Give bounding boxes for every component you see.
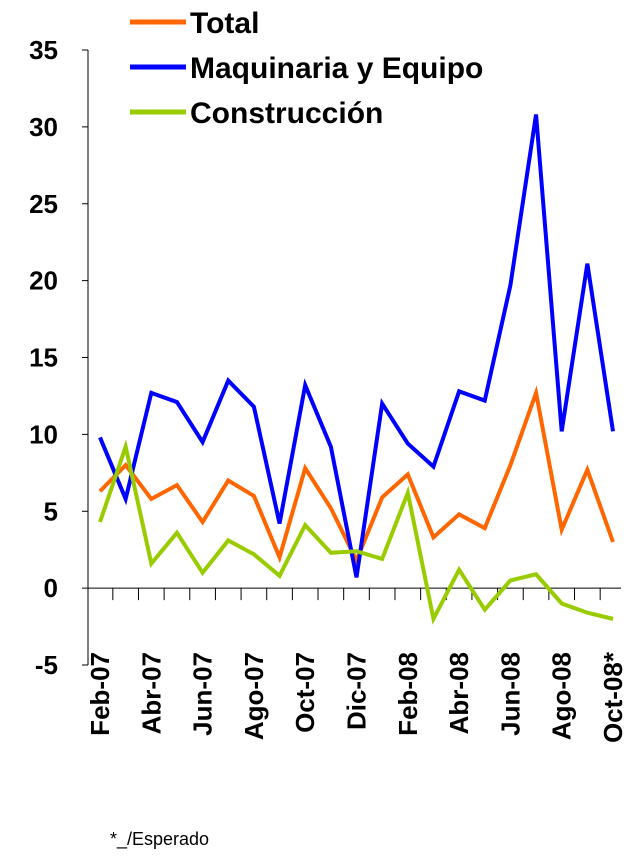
series-line: [98, 385, 615, 566]
x-tick-label: Jun-07: [188, 652, 218, 736]
footnote: *_/Esperado: [110, 829, 209, 850]
x-tick-label: Jun-08: [495, 652, 525, 736]
series-line: [98, 114, 615, 578]
x-tick-label: Ago-07: [239, 652, 269, 740]
y-tick-label: 30: [29, 112, 58, 142]
legend-label: Total: [190, 7, 259, 40]
legend-label: Maquinaria y Equipo: [190, 52, 483, 85]
x-tick-label: Oct-08*: [598, 651, 628, 743]
y-tick-label: 35: [29, 35, 58, 65]
y-tick-label: 20: [29, 266, 58, 296]
y-tick-label: 0: [44, 573, 58, 603]
x-tick-label: Ago-08: [547, 652, 577, 740]
x-tick-label: Dic-07: [342, 652, 372, 730]
x-tick-label: Feb-07: [85, 652, 115, 736]
x-tick-label: Feb-08: [393, 652, 423, 736]
x-tick-label: Oct-07: [290, 652, 320, 733]
y-tick-label: -5: [35, 650, 58, 680]
series-line: [98, 439, 614, 625]
x-tick-label: Abr-07: [136, 652, 166, 734]
y-tick-label: 15: [29, 343, 58, 373]
x-tick-label: Abr-08: [444, 652, 474, 734]
y-tick-label: 25: [29, 189, 58, 219]
y-tick-label: 5: [44, 496, 58, 526]
y-tick-label: 10: [29, 419, 58, 449]
legend-label: Construcción: [190, 97, 383, 130]
